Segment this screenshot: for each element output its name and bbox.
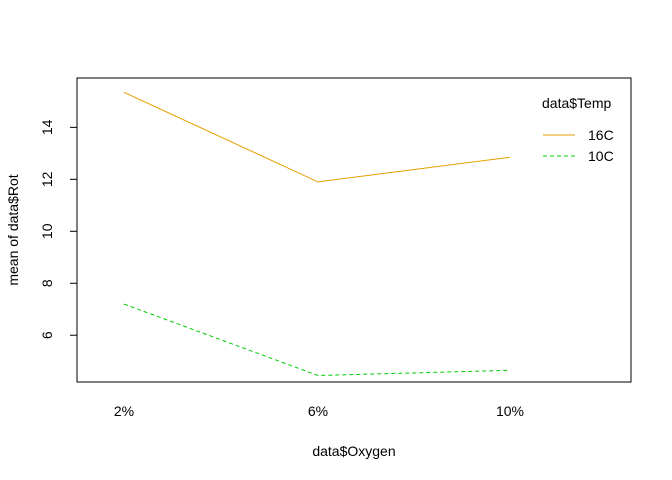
plot-frame bbox=[76, 77, 632, 383]
legend-label: 16C bbox=[588, 127, 614, 143]
y-tick-label: 6 bbox=[39, 331, 55, 339]
y-axis-label: mean of data$Rot bbox=[5, 174, 21, 285]
y-tick-label: 10 bbox=[39, 223, 55, 239]
x-tick-label: 2% bbox=[114, 403, 134, 419]
x-tick-label: 6% bbox=[308, 403, 328, 419]
legend-title: data$Temp bbox=[542, 95, 611, 111]
y-tick-label: 8 bbox=[39, 279, 55, 287]
legend-label: 10C bbox=[588, 148, 614, 164]
series-line-10C bbox=[123, 303, 511, 377]
series-lines bbox=[123, 91, 511, 377]
x-tick-label: 10% bbox=[496, 403, 524, 419]
series-line-16C bbox=[123, 91, 511, 183]
x-axis: 2% 6% 10% bbox=[114, 403, 524, 419]
legend: data$Temp 16C 10C bbox=[542, 95, 614, 164]
y-tick-label: 14 bbox=[39, 119, 55, 135]
y-axis: 6 8 10 12 14 bbox=[39, 119, 78, 339]
x-axis-label: data$Oxygen bbox=[312, 443, 395, 459]
y-tick-label: 12 bbox=[39, 171, 55, 187]
